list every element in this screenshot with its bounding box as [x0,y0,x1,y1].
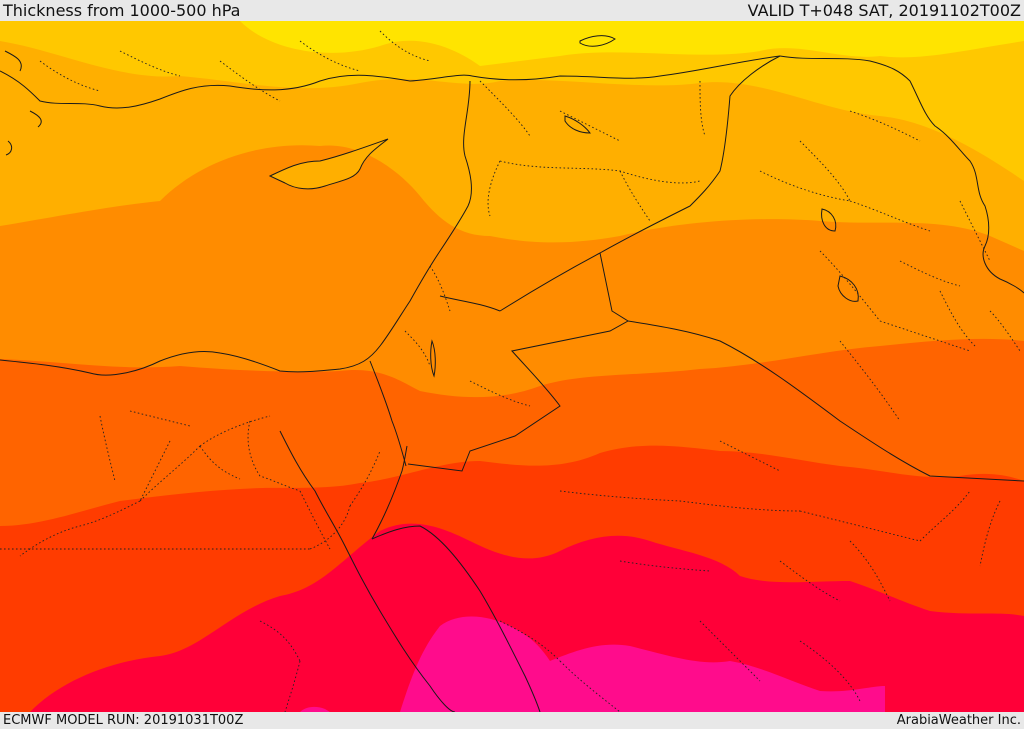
lake-razzaza [821,208,837,232]
valid-time: VALID T+048 SAT, 20191102T00Z [747,1,1021,20]
credit: ArabiaWeather Inc. [896,713,1021,728]
map-header: Thickness from 1000-500 hPa VALID T+048 … [0,0,1024,21]
lake-van [579,35,616,47]
band-crimson [30,523,1024,712]
anatolia-coast [0,70,473,109]
red-sea-gulf-suez [279,430,456,712]
red-sea-east-coast [371,525,541,712]
band-magenta [400,616,885,712]
cyprus-island [268,138,389,190]
dead-sea [430,339,436,378]
thickness-map [0,21,1024,712]
province-borders [0,30,1021,712]
iraq-saudi-border [627,320,1024,482]
map-area[interactable] [0,21,1024,712]
aegean-islands [4,50,42,156]
gulf-of-aqaba [371,445,408,540]
country-borders [369,55,1024,482]
sinai-border [369,360,407,467]
lake-tharthar [837,275,859,302]
iraq-iran-border [779,55,1024,294]
map-title: Thickness from 1000-500 hPa [3,1,241,20]
lake-assad [564,115,591,134]
jordan-border [407,252,629,472]
coastlines [0,35,859,712]
model-run: ECMWF MODEL RUN: 20191031T00Z [3,713,244,728]
map-footer: ECMWF MODEL RUN: 20191031T00Z ArabiaWeat… [0,712,1024,729]
syria-turkey-border [471,55,781,81]
syria-iraq-border [499,55,781,312]
mediterranean-south-coast [0,80,472,376]
band-magenta-small [300,706,330,712]
